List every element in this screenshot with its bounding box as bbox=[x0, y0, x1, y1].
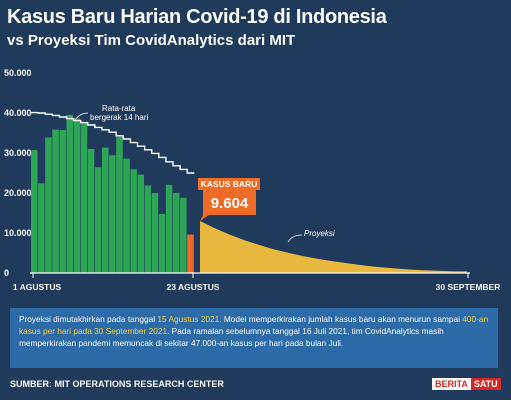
y-tick-label: 0 bbox=[4, 268, 9, 278]
chart-title: Kasus Baru Harian Covid-19 di Indonesia bbox=[7, 6, 387, 28]
y-tick-label: 10.000 bbox=[4, 228, 32, 238]
y-tick-label: 50.000 bbox=[4, 68, 32, 78]
moving-average-line bbox=[31, 111, 195, 174]
bar-actual bbox=[45, 137, 52, 273]
logo-part-1: BERITA bbox=[432, 378, 471, 390]
x-tick-label: 30 SEPTEMBER bbox=[436, 282, 501, 292]
callout-value: 9.604 bbox=[211, 195, 249, 212]
bar-actual bbox=[165, 184, 173, 273]
callout-header bbox=[198, 178, 260, 190]
bar-actual bbox=[80, 122, 88, 273]
bar-actual bbox=[137, 174, 144, 273]
bar-actual bbox=[151, 193, 159, 273]
callout-pointer bbox=[200, 215, 209, 221]
bar-actual bbox=[109, 155, 116, 273]
bar-actual bbox=[158, 213, 166, 273]
info-note: Proyeksi dimutakhirkan pada tanggal 15 A… bbox=[10, 308, 498, 368]
chart-subtitle: vs Proyeksi Tim CovidAnalytics dari MIT bbox=[7, 32, 296, 49]
bar-actual bbox=[38, 183, 45, 273]
y-tick-label: 30.000 bbox=[4, 148, 32, 158]
bar-actual bbox=[73, 118, 81, 274]
x-tick-label: 1 AGUSTUS bbox=[13, 282, 62, 292]
projection-label: Proyeksi bbox=[304, 229, 335, 238]
moving-average-pointer bbox=[74, 112, 89, 121]
x-tick-label: 23 AGUSTUS bbox=[166, 282, 219, 292]
bar-actual bbox=[102, 147, 109, 273]
bar-actual bbox=[66, 114, 73, 273]
bar-actual bbox=[59, 129, 66, 273]
y-tick-label: 20.000 bbox=[4, 188, 32, 198]
logo-part-2: SATU bbox=[470, 378, 501, 390]
note-text-1: Proyeksi dimutakhirkan pada tanggal bbox=[19, 314, 158, 324]
beritasatu-logo: BERITA SATU bbox=[432, 378, 501, 390]
bar-actual bbox=[116, 136, 123, 273]
bar-actual bbox=[144, 185, 152, 273]
bar-actual bbox=[173, 192, 180, 273]
callout-box bbox=[203, 190, 256, 215]
note-highlight-projection: 400-an kasus per hari pada 30 September … bbox=[19, 314, 489, 336]
note-text-2: . Model memperkirakan jumlah kasus baru … bbox=[219, 314, 463, 324]
projection-pointer bbox=[287, 234, 303, 243]
projection-area bbox=[200, 221, 467, 273]
source-text: SUMBER: MIT OPERATIONS RESEARCH CENTER bbox=[10, 379, 224, 389]
bar-actual bbox=[52, 129, 59, 273]
note-text-3: . Pada ramalan sebelumnya tanggal 16 Jul… bbox=[19, 326, 444, 348]
moving-average-label-2: bergerak 14 hari bbox=[90, 113, 148, 122]
covid-chart: 0 10.000 20.000 30.000 40.000 50.000 Rata-rata… bbox=[4, 68, 501, 292]
bar-latest bbox=[187, 234, 194, 273]
bar-actual bbox=[123, 158, 130, 273]
bar-actual bbox=[94, 167, 102, 273]
moving-average-label-1: Rata-rata bbox=[102, 104, 136, 113]
bar-actual bbox=[130, 169, 137, 273]
note-highlight-date: 15 Agustus 2021 bbox=[157, 314, 220, 324]
bar-actual bbox=[87, 148, 95, 273]
bar-actual bbox=[31, 150, 38, 273]
y-tick-label: 40.000 bbox=[4, 108, 32, 118]
bar-actual bbox=[180, 197, 187, 273]
callout-label: KASUS BARU bbox=[201, 179, 258, 189]
